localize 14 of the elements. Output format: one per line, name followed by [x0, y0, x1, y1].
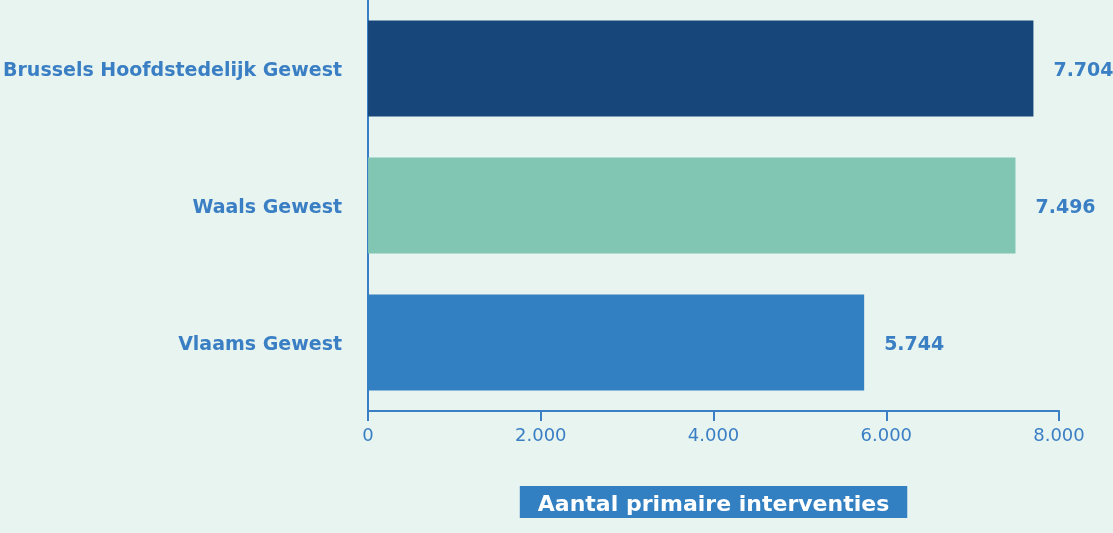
- bar: [368, 157, 1016, 254]
- data-label: 7.704: [1053, 57, 1113, 80]
- x-tick-label: 6.000: [860, 423, 913, 445]
- x-tick-label: 2.000: [515, 423, 567, 445]
- y-tick-label: Vlaams Gewest: [178, 331, 343, 354]
- x-tick-label: 0: [362, 423, 374, 445]
- data-label: 7.496: [1035, 194, 1096, 217]
- y-tick-label: Brussels Hoofdstedelijk Gewest: [3, 57, 343, 80]
- y-tick-label: Waals Gewest: [192, 194, 343, 217]
- x-tick-label: 8.000: [1033, 423, 1085, 445]
- data-label: 5.744: [884, 331, 945, 354]
- x-tick-label: 4.000: [687, 423, 740, 445]
- x-axis-title: Aantal primaire interventies: [537, 490, 890, 516]
- bar: [368, 20, 1034, 117]
